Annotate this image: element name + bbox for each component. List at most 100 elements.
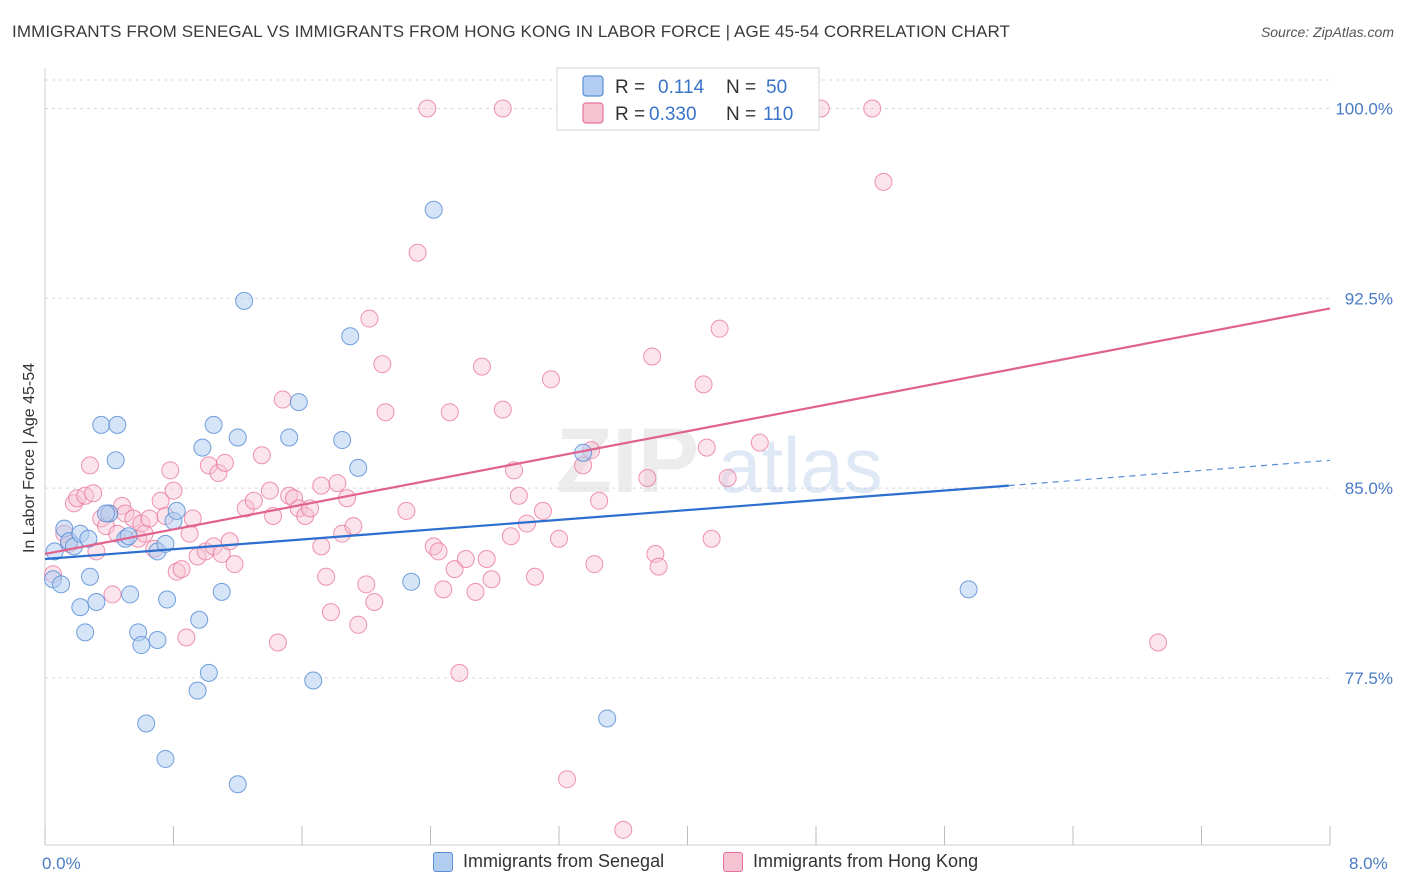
hongkong-point (694, 375, 713, 394)
hongkong-point (874, 172, 893, 191)
hongkong-point (585, 555, 604, 574)
senegal-point (280, 428, 299, 447)
senegal-point (132, 636, 151, 655)
hongkong-point (493, 400, 512, 419)
legend-label-senegal: Immigrants from Senegal (463, 851, 665, 871)
hongkong-point (429, 542, 448, 561)
hongkong-point (244, 491, 263, 510)
hongkong-trend-line (44, 307, 1331, 556)
legend-item-senegal[interactable]: Immigrants from Senegal (433, 851, 664, 872)
hongkong-point (710, 319, 729, 338)
hongkong-point (199, 456, 218, 475)
senegal-point (204, 415, 223, 434)
hongkong-point (373, 355, 392, 374)
hongkong-point (418, 99, 437, 118)
senegal-point (235, 291, 254, 310)
senegal-point (79, 529, 98, 548)
y-tick-label: 85.0% (1345, 479, 1393, 498)
stats-legend-swatch-pink (582, 102, 604, 124)
stats-n-label-pink: N = (726, 104, 756, 125)
senegal-point (158, 590, 177, 609)
hongkong-point (376, 403, 395, 422)
hongkong-point (260, 481, 279, 500)
stats-n-label-blue: N = (726, 77, 756, 98)
senegal-point (188, 681, 207, 700)
stats-r-label-pink: R = (615, 104, 645, 125)
source-credit: Source: ZipAtlas.com (1260, 24, 1394, 40)
hongkong-point (638, 469, 657, 488)
hongkong-point (702, 529, 721, 548)
x-tick-marks (44, 826, 1331, 845)
senegal-point (52, 575, 71, 594)
senegal-point (92, 415, 111, 434)
legend-label-hongkong: Immigrants from Hong Kong (753, 851, 979, 871)
hongkong-point (321, 603, 340, 622)
senegal-point (304, 671, 323, 690)
senegal-point (289, 393, 308, 412)
senegal-point (193, 438, 212, 457)
senegal-point (402, 572, 421, 591)
stats-r-value-pink: 0.330 (649, 104, 697, 125)
hongkong-point (590, 491, 609, 510)
hongkong-point (750, 433, 769, 452)
watermark-atlas: atlas (718, 421, 883, 509)
hongkong-point (209, 463, 228, 482)
senegal-trend-line (44, 484, 1009, 561)
hongkong-point (161, 461, 180, 480)
senegal-point (148, 630, 167, 649)
hongkong-point (440, 403, 459, 422)
hongkong-point (252, 446, 271, 465)
senegal-points (44, 200, 978, 794)
series-legend: Immigrants from Senegal Immigrants from … (0, 851, 1406, 879)
senegal-point (137, 714, 156, 733)
senegal-point (199, 663, 218, 682)
gridlines (45, 79, 1330, 679)
hongkong-point (482, 570, 501, 589)
senegal-point (424, 200, 443, 219)
senegal-point (228, 428, 247, 447)
hongkong-point (472, 357, 491, 376)
y-tick-label: 77.5% (1345, 669, 1393, 688)
hongkong-point (697, 438, 716, 457)
stats-legend-swatch-blue (582, 75, 604, 97)
hongkong-point (649, 557, 668, 576)
y-tick-label: 100.0% (1335, 99, 1393, 118)
senegal-point (71, 598, 90, 617)
senegal-point (349, 458, 368, 477)
x-tick-label-max: 8.0% (1349, 854, 1388, 873)
hongkong-point (550, 529, 568, 548)
hongkong-point (273, 390, 292, 409)
hongkong-point (317, 567, 336, 586)
stats-n-value-pink: 110 (763, 104, 793, 125)
legend-swatch-senegal (433, 851, 453, 872)
senegal-point (97, 504, 116, 523)
senegal-point (121, 585, 140, 604)
stats-r-label-blue: R = (615, 77, 645, 98)
hongkong-point (360, 309, 379, 328)
hongkong-point (445, 560, 464, 579)
hongkong-point (140, 509, 159, 528)
hongkong-point (172, 560, 191, 579)
hongkong-point (450, 663, 469, 682)
hongkong-point (509, 486, 528, 505)
hongkong-point (718, 469, 737, 488)
hongkong-point (541, 370, 560, 389)
hongkong-point (349, 615, 368, 634)
senegal-point (341, 327, 360, 346)
y-tick-label: 92.5% (1345, 289, 1393, 308)
hongkong-point (84, 484, 103, 503)
legend-item-hongkong[interactable]: Immigrants from Hong Kong (723, 851, 978, 872)
hongkong-point (466, 582, 485, 601)
senegal-point (80, 567, 99, 586)
hongkong-point (167, 562, 186, 581)
stats-r-value-blue: 0.114 (658, 77, 705, 98)
hongkong-point (558, 770, 577, 789)
hongkong-point (164, 481, 183, 500)
hongkong-point (312, 537, 331, 556)
hongkong-point (365, 593, 384, 612)
hongkong-point (103, 585, 122, 604)
hongkong-point (80, 456, 99, 475)
hongkong-point (225, 555, 244, 574)
legend-swatch-hongkong (723, 851, 743, 872)
